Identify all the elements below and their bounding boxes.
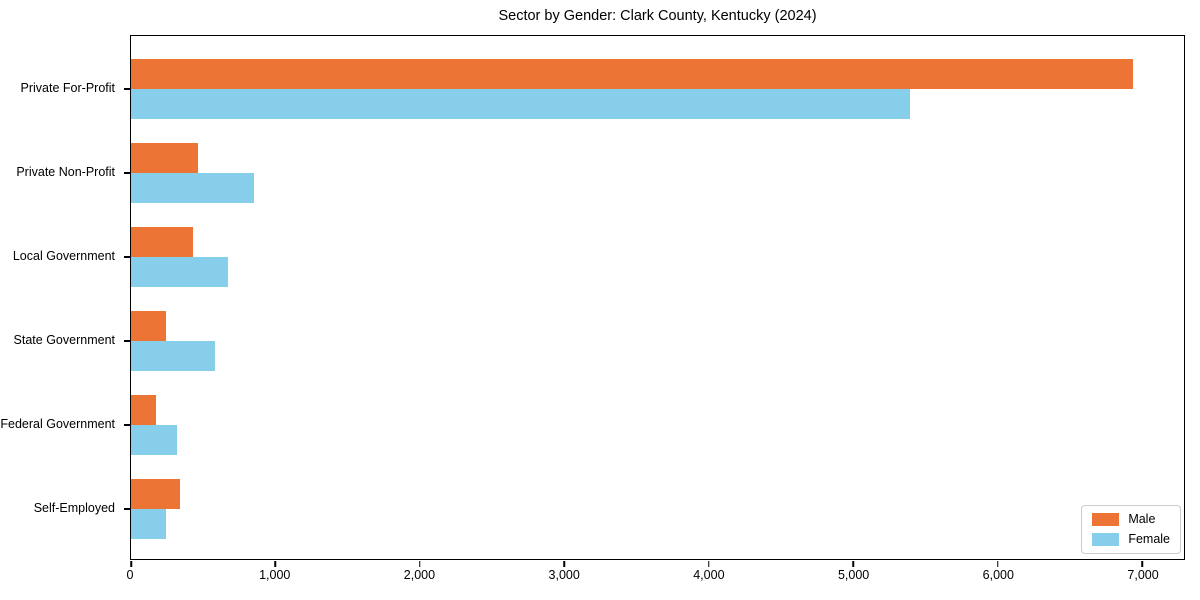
bar-female-self-employed [131, 509, 167, 539]
x-tick-mark [419, 561, 421, 567]
bar-female-private-for-profit [131, 89, 910, 119]
y-tick-mark [124, 256, 131, 258]
y-tick-mark [124, 508, 131, 510]
x-tick-mark [130, 561, 132, 567]
legend-label-female: Female [1128, 532, 1170, 546]
y-axis-label-state-government: State Government [13, 333, 115, 347]
bar-female-state-government [131, 341, 215, 371]
y-tick-mark [124, 424, 131, 426]
legend-entry-female: Female [1092, 533, 1170, 546]
x-tick-mark [563, 561, 566, 567]
y-axis-label-federal-government: Federal Government [0, 417, 115, 431]
bar-female-private-non-profit [131, 173, 254, 203]
y-tick-mark [124, 340, 131, 342]
x-tick-label: 2,000 [403, 568, 436, 582]
plot-area: Male Female [124, 35, 1185, 567]
y-axis-label-local-government: Local Government [12, 249, 115, 263]
x-axis-tick-labels: 0 1,000 2,000 3,000 4,000 5,000 6,000 7,000 [126, 560, 1185, 584]
x-tick-label: 3,000 [548, 568, 580, 582]
x-tick-mark [1141, 561, 1143, 567]
bar-male-state-government [131, 311, 166, 341]
x-tick-label: 4,000 [693, 568, 725, 582]
y-axis-label-self-employed: Self-Employed [33, 501, 115, 515]
y-tick-mark [124, 88, 131, 90]
x-tick-mark [708, 561, 710, 567]
y-axis-label-private-for-profit: Private For-Profit [20, 81, 115, 95]
y-axis-label-private-non-profit: Private Non-Profit [16, 165, 115, 179]
x-tick-label: 0 [126, 568, 134, 582]
y-axis-labels: Private For-Profit Private Non-Profit Loca… [0, 35, 122, 560]
x-tick-label: 5,000 [837, 568, 870, 582]
x-tick-label: 7,000 [1127, 568, 1159, 582]
x-tick-mark [274, 561, 277, 567]
bar-female-local-government [131, 257, 228, 287]
legend-label-male: Male [1128, 512, 1156, 526]
chart-title: Sector by Gender: Clark County, Kentucky… [498, 8, 817, 24]
x-tick-mark [852, 561, 854, 567]
legend-entry-male: Male [1092, 513, 1170, 526]
x-tick-mark [996, 561, 999, 567]
legend: Male Female [1081, 505, 1181, 554]
bar-male-private-for-profit [131, 59, 1134, 89]
bar-male-local-government [131, 227, 194, 257]
legend-swatch-female [1092, 533, 1120, 546]
x-tick-label: 6,000 [982, 568, 1014, 582]
bar-male-federal-government [131, 395, 157, 425]
x-tick-label: 1,000 [259, 568, 291, 582]
y-tick-mark [124, 172, 131, 174]
bar-female-federal-government [131, 425, 178, 455]
bar-male-private-non-profit [131, 143, 199, 173]
legend-swatch-male [1092, 513, 1120, 526]
bar-male-self-employed [131, 479, 181, 509]
